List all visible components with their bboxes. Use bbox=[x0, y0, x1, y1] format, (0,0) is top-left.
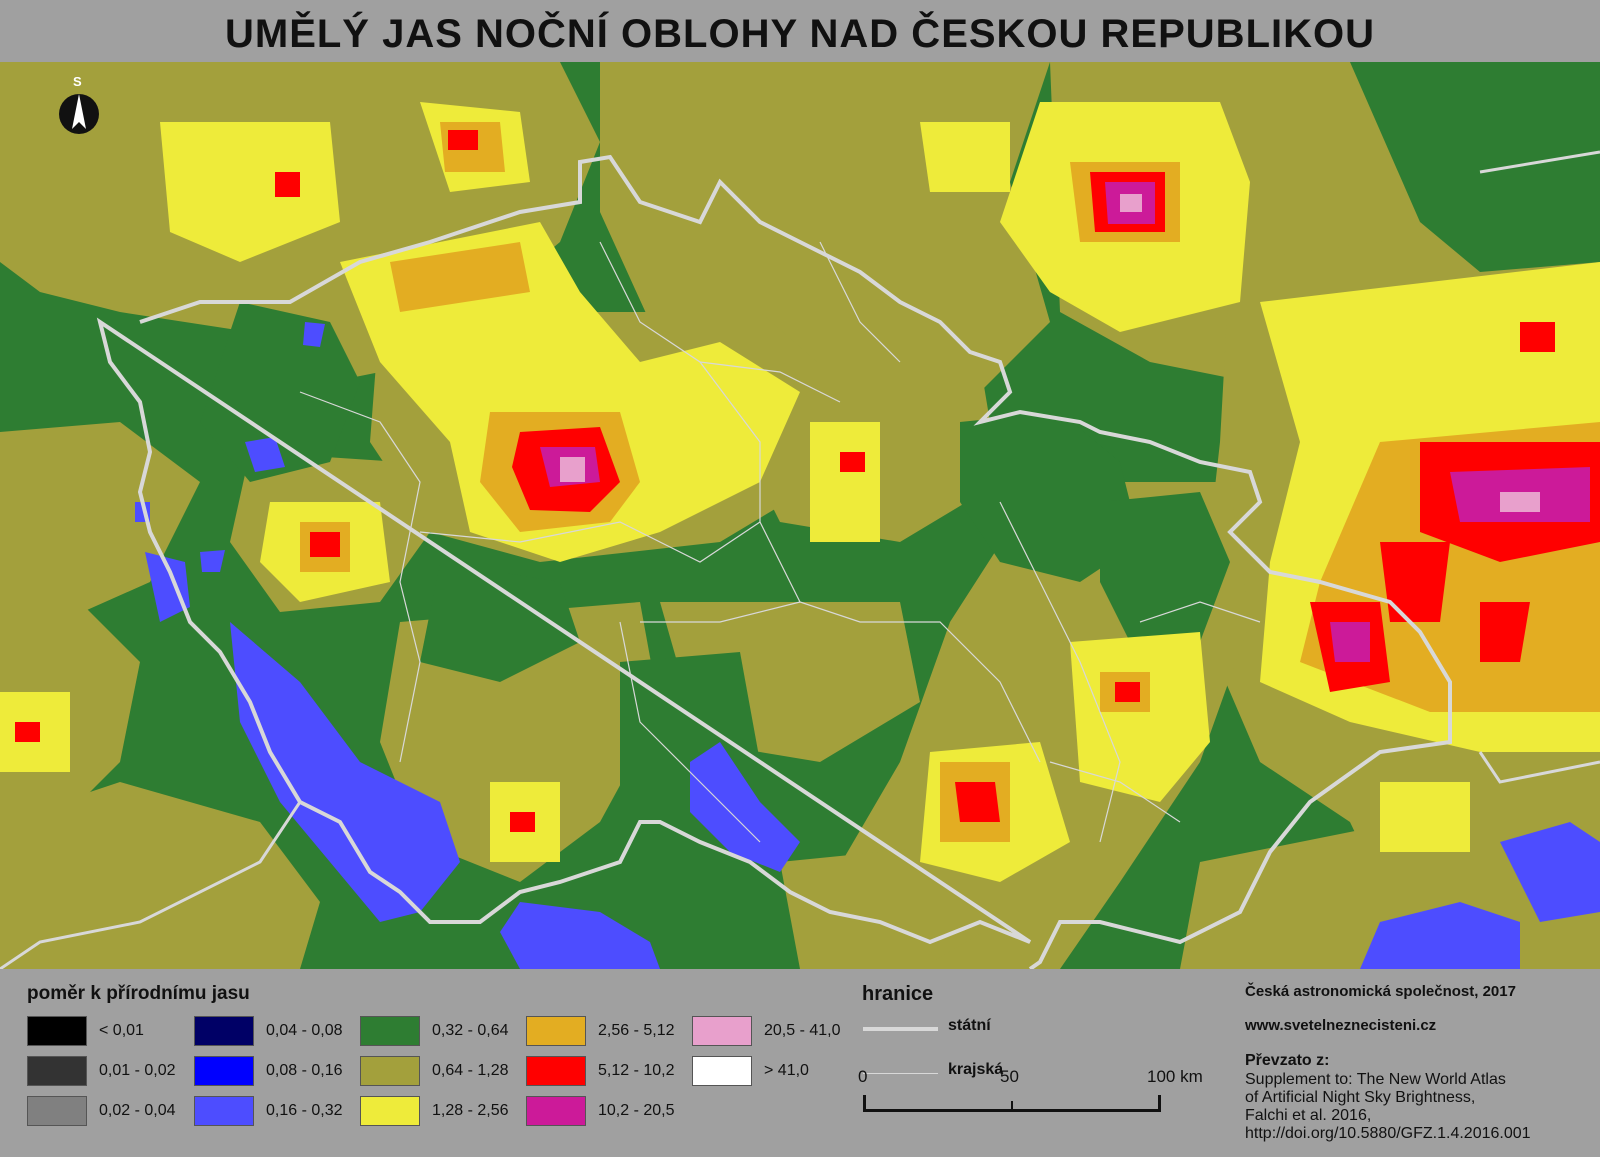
scale-label-max: 100 km bbox=[1147, 1067, 1203, 1086]
legend-swatch bbox=[360, 1096, 420, 1126]
legend-label: 2,56 - 5,12 bbox=[598, 1022, 675, 1039]
legend-swatch bbox=[692, 1016, 752, 1046]
legend-swatch bbox=[526, 1016, 586, 1046]
legend-label: 0,04 - 0,08 bbox=[266, 1022, 343, 1039]
legend-label: 20,5 - 41,0 bbox=[764, 1022, 841, 1039]
legend-label: 1,28 - 2,56 bbox=[432, 1102, 509, 1119]
map-canvas bbox=[0, 62, 1600, 969]
legend-swatch bbox=[27, 1056, 87, 1086]
legend-swatch bbox=[27, 1096, 87, 1126]
legend-panel: poměr k přírodnímu jasu < 0,01 0,01 - 0,… bbox=[0, 969, 1600, 1157]
legend-swatch bbox=[194, 1056, 254, 1086]
legend-swatch bbox=[360, 1056, 420, 1086]
legend-swatch bbox=[526, 1056, 586, 1086]
zone-blue bbox=[135, 322, 1600, 969]
legend-label: > 41,0 bbox=[764, 1062, 809, 1079]
state-border-sample bbox=[863, 1027, 938, 1031]
credit-url: www.svetelneznecisteni.cz bbox=[1245, 1017, 1437, 1034]
legend-label: 5,12 - 10,2 bbox=[598, 1062, 675, 1079]
legend-label: 0,32 - 0,64 bbox=[432, 1022, 509, 1039]
legend-swatch bbox=[692, 1056, 752, 1086]
regional-borders bbox=[299, 241, 1261, 843]
zone-pink bbox=[560, 194, 1540, 512]
light-pollution-map bbox=[0, 62, 1600, 969]
scale-tick bbox=[1011, 1101, 1013, 1112]
legend-label: 0,64 - 1,28 bbox=[432, 1062, 509, 1079]
legend-label: 0,02 - 0,04 bbox=[99, 1102, 176, 1119]
north-arrow-icon bbox=[59, 94, 99, 134]
credit-organization: Česká astronomická společnost, 2017 bbox=[1245, 983, 1516, 1000]
legend-label: 10,2 - 20,5 bbox=[598, 1102, 675, 1119]
legend-swatch bbox=[27, 1016, 87, 1046]
scale-tick bbox=[863, 1095, 866, 1112]
credit-source-line: of Artificial Night Sky Brightness, bbox=[1245, 1089, 1476, 1106]
zone-green bbox=[200, 62, 1600, 822]
legend-label: 0,01 - 0,02 bbox=[99, 1062, 176, 1079]
scale-bar: 0 50 100 km bbox=[855, 1057, 1203, 1117]
legend-label: 0,16 - 0,32 bbox=[266, 1102, 343, 1119]
credit-source-line: Supplement to: The New World Atlas bbox=[1245, 1071, 1506, 1088]
map-title: UMĚLÝ JAS NOČNÍ OBLOHY NAD ČESKOU REPUBL… bbox=[224, 12, 1375, 56]
legend-title: poměr k přírodnímu jasu bbox=[27, 983, 250, 1004]
state-border-label: státní bbox=[948, 1017, 991, 1034]
legend-swatch bbox=[360, 1016, 420, 1046]
legend-swatch bbox=[194, 1096, 254, 1126]
state-border bbox=[96, 154, 1452, 969]
legend-label: 0,08 - 0,16 bbox=[266, 1062, 343, 1079]
legend-label: < 0,01 bbox=[99, 1022, 144, 1039]
credit-source-line: http://doi.org/10.5880/GFZ.1.4.2016.001 bbox=[1245, 1125, 1531, 1142]
scale-tick bbox=[1158, 1095, 1161, 1112]
legend-swatch bbox=[194, 1016, 254, 1046]
north-label: S bbox=[73, 74, 82, 89]
neighbor-border bbox=[0, 150, 1600, 969]
credit-source-line: Falchi et al. 2016, bbox=[1245, 1107, 1372, 1124]
scale-label-zero: 0 bbox=[858, 1067, 868, 1086]
scale-label-mid: 50 bbox=[1000, 1067, 1019, 1086]
legend-swatch bbox=[526, 1096, 586, 1126]
regional-border-sample bbox=[863, 1073, 938, 1074]
regional-border-label: krajská bbox=[948, 1061, 1004, 1078]
borders-title: hranice bbox=[862, 983, 934, 1005]
credit-source-title: Převzato z: bbox=[1245, 1052, 1330, 1069]
